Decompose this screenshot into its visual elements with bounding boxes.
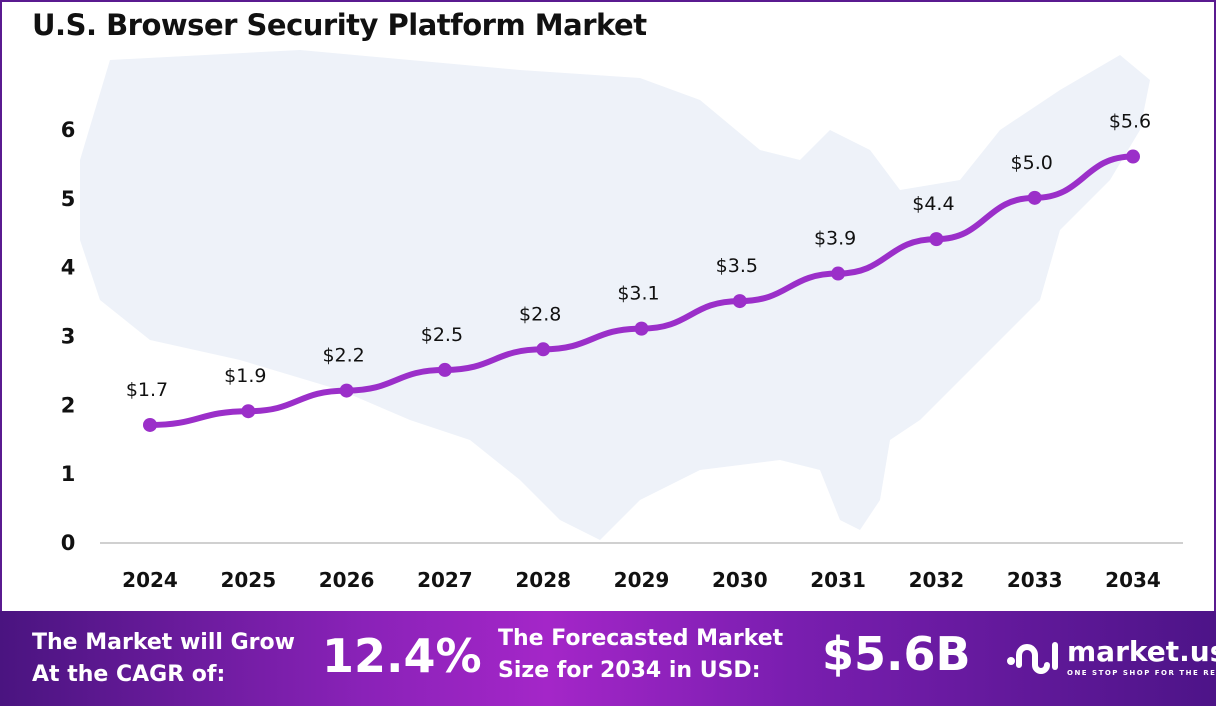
footer-banner: The Market will Grow At the CAGR of: 12.… [0,611,1216,706]
x-tick-label: 2032 [909,568,965,592]
data-label: $4.4 [912,193,954,215]
x-tick-label: 2028 [515,568,571,592]
logo-mark-icon [1007,642,1058,674]
cagr-label: The Market will Grow At the CAGR of: [32,627,295,691]
x-tick-label: 2026 [319,568,375,592]
cagr-label-line2: At the CAGR of: [32,662,226,687]
forecast-value: $5.6B [822,627,971,681]
data-point [437,362,452,377]
data-point [143,417,157,432]
data-label: $2.8 [519,303,561,325]
logo-name: market.us [1067,635,1216,668]
us-map-background [80,50,1150,540]
data-point [1027,190,1042,205]
y-tick-label: 1 [61,462,76,486]
x-tick-label: 2030 [712,568,768,592]
x-tick-label: 2025 [220,568,276,592]
data-point [241,404,256,419]
data-point [732,294,747,309]
line-chart: 0 1 2 3 4 5 6 2024 2025 2026 2027 2028 2029 2030 2031… [61,50,1183,592]
data-label: $2.5 [421,324,463,346]
y-tick-label: 2 [61,393,76,417]
y-tick-label: 4 [61,256,76,280]
data-point [1126,149,1140,164]
cagr-value: 12.4% [322,629,482,683]
chart-title: U.S. Browser Security Platform Market [32,8,647,42]
x-tick-label: 2024 [122,568,178,592]
cagr-label-line1: The Market will Grow [32,630,295,655]
y-tick-label: 0 [61,531,76,555]
data-label: $2.2 [322,345,364,367]
x-tick-label: 2027 [417,568,473,592]
x-tick-label: 2031 [810,568,866,592]
market-us-logo: market.us ONE STOP SHOP FOR THE REPORTS [1005,635,1216,685]
data-point [634,321,649,336]
data-label: $3.1 [617,283,659,305]
forecast-label-line1: The Forecasted Market [498,626,784,651]
data-label: $5.0 [1011,152,1053,174]
data-label: $5.6 [1109,111,1151,133]
x-tick-label: 2034 [1105,568,1161,592]
data-point [929,232,944,247]
x-tick-label: 2029 [614,568,670,592]
data-label: $3.9 [814,228,856,250]
data-point [831,266,846,281]
series-line [147,153,1136,428]
y-tick-label: 3 [61,325,76,349]
data-label: $1.9 [224,365,266,387]
data-point [339,383,354,398]
data-label: $3.5 [716,255,758,277]
forecast-label: The Forecasted Market Size for 2034 in U… [498,623,783,687]
data-point [536,342,551,357]
logo-tagline: ONE STOP SHOP FOR THE REPORTS [1067,669,1216,677]
forecast-label-line2: Size for 2034 in USD: [498,658,761,683]
y-tick-label: 6 [61,118,76,142]
x-tick-label: 2033 [1007,568,1063,592]
data-label: $1.7 [126,379,168,401]
y-tick-label: 5 [61,187,76,211]
